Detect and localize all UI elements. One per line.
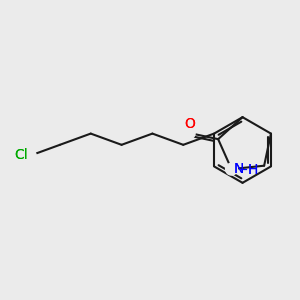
Circle shape: [22, 149, 36, 163]
Text: H: H: [247, 163, 258, 177]
Text: O: O: [184, 117, 195, 131]
Text: N: N: [233, 162, 244, 176]
Text: H: H: [247, 163, 258, 177]
Text: O: O: [184, 117, 195, 131]
Text: Cl: Cl: [14, 148, 27, 162]
Text: N: N: [233, 162, 244, 176]
Text: Cl: Cl: [14, 148, 27, 162]
Circle shape: [226, 163, 237, 175]
Circle shape: [183, 127, 195, 139]
